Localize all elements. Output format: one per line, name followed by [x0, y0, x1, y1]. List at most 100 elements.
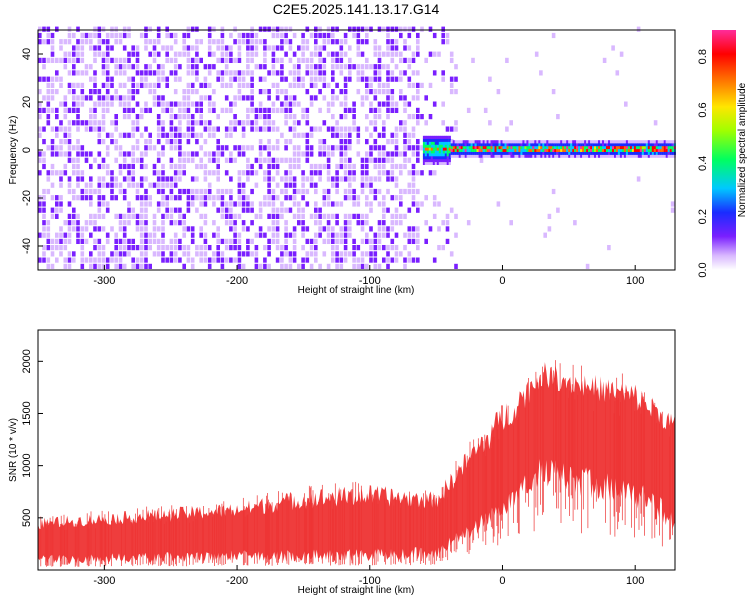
spectrogram-cell	[139, 232, 144, 238]
spectrogram-cell	[101, 70, 106, 76]
spectrogram-cell	[127, 26, 131, 32]
spectrogram-cell	[339, 139, 344, 145]
spectrogram-cell	[246, 170, 250, 176]
spectrogram-cell	[101, 26, 106, 32]
spectrogram-cell	[416, 238, 420, 244]
spectrogram-cell	[173, 70, 178, 76]
spectrogram-cell	[301, 51, 305, 57]
spectrogram-cell	[352, 195, 356, 201]
spectrogram-cell	[173, 195, 178, 201]
spectrogram-cell	[390, 132, 395, 138]
spectrogram-cell	[653, 140, 656, 144]
spectrogram-cell	[552, 151, 555, 155]
spectrogram-cell	[190, 114, 195, 120]
spectrogram-cell	[382, 245, 386, 251]
spectrogram-cell	[524, 140, 527, 144]
spectrogram-cell	[522, 151, 525, 155]
spectrogram-cell	[665, 154, 668, 158]
spectrogram-cell	[84, 182, 89, 188]
spectrogram-cell	[80, 151, 85, 157]
spectrogram-cell	[292, 232, 297, 238]
spectrogram-cell	[488, 145, 491, 150]
spectrogram-cell	[510, 143, 513, 147]
spectrogram-cell	[619, 143, 623, 147]
spectrogram-cell	[63, 132, 68, 138]
spectrogram-cell	[118, 213, 123, 219]
spectrogram-cell	[639, 143, 642, 147]
spectrogram-cell	[314, 126, 318, 132]
spectrogram-cell	[263, 263, 267, 269]
spectrogram-cell	[233, 126, 237, 132]
spectrogram-cell	[59, 201, 63, 207]
spectrogram-cell	[390, 195, 395, 201]
spectrogram-cell	[288, 26, 293, 32]
spectrogram-cell	[422, 144, 426, 148]
spectrogram-cell	[420, 114, 424, 120]
spectrogram-cell	[386, 39, 390, 45]
spectrogram-cell	[434, 147, 437, 151]
spectrogram-cell	[444, 161, 447, 165]
spectrogram-cell	[237, 263, 242, 269]
spectrogram-cell	[538, 154, 541, 158]
spectrogram-cell	[144, 145, 148, 151]
spectrogram-cell	[462, 148, 465, 152]
spectrogram-cell	[348, 251, 352, 257]
spectrogram-cell	[284, 226, 288, 232]
spectrogram-cell	[422, 141, 426, 145]
spectrogram-cell	[72, 226, 76, 232]
spectrogram-cell	[89, 195, 93, 201]
spectrogram-cell	[301, 176, 305, 182]
spectrogram-cell	[110, 32, 114, 39]
spectrogram-cell	[382, 163, 386, 170]
spectrogram-cell	[386, 245, 390, 251]
spectrogram-cell	[89, 64, 93, 70]
spectrogram-cell	[343, 32, 348, 39]
spectrogram-cell	[480, 140, 483, 144]
spectrogram-cell	[301, 195, 305, 201]
spectrogram-cell	[394, 51, 399, 57]
spectrogram-cell	[456, 151, 459, 155]
spectrogram-cell	[556, 140, 559, 144]
spectrogram-cell	[305, 201, 310, 207]
spectrogram-cell	[436, 144, 439, 148]
spectrogram-cell	[331, 232, 335, 238]
spectrogram-cell	[373, 114, 378, 120]
spectrogram-cell	[474, 151, 477, 155]
spectrogram-cell	[72, 170, 76, 176]
spectrogram-cell	[50, 251, 55, 257]
spectrogram-cell	[468, 154, 471, 158]
spectrogram-cell	[203, 245, 208, 251]
spectrogram-cell	[173, 220, 178, 226]
spectrogram-cell	[448, 156, 451, 160]
spectrogram-cell	[432, 153, 435, 157]
spectrogram-cell	[516, 140, 519, 144]
spectrogram-cell	[314, 163, 318, 170]
spectrogram-cell	[606, 148, 609, 152]
spectrogram-cell	[538, 145, 541, 150]
spectrogram-cell	[207, 188, 212, 195]
spectrogram-cell	[488, 154, 491, 158]
spectrogram-cell	[199, 120, 203, 126]
spectrogram-cell	[619, 145, 623, 150]
spectrogram-cell	[97, 251, 102, 257]
spectrogram-cell	[241, 251, 246, 257]
spectrogram-cell	[292, 213, 297, 219]
spectrogram-cell	[635, 154, 639, 158]
spectrogram-cell	[42, 207, 46, 213]
spectrogram-cell	[318, 170, 322, 176]
spectrogram-cell	[542, 154, 545, 158]
spectrogram-cell	[105, 39, 110, 45]
spectrogram-cell	[72, 257, 76, 263]
spectrogram-cell	[548, 151, 551, 155]
x-tick-label: 0	[499, 575, 505, 587]
spectrogram-cell	[144, 201, 148, 207]
spectrogram-cell	[97, 201, 102, 207]
spectrogram-cell	[442, 138, 445, 142]
spectrogram-cell	[416, 232, 420, 238]
spectrogram-cell	[207, 32, 212, 39]
spectrogram-cell	[127, 76, 131, 82]
spectrogram-cell	[182, 51, 186, 57]
spectrogram-cell	[326, 101, 331, 107]
spectrogram-cell	[114, 263, 118, 269]
spectrogram-cell	[637, 140, 640, 144]
